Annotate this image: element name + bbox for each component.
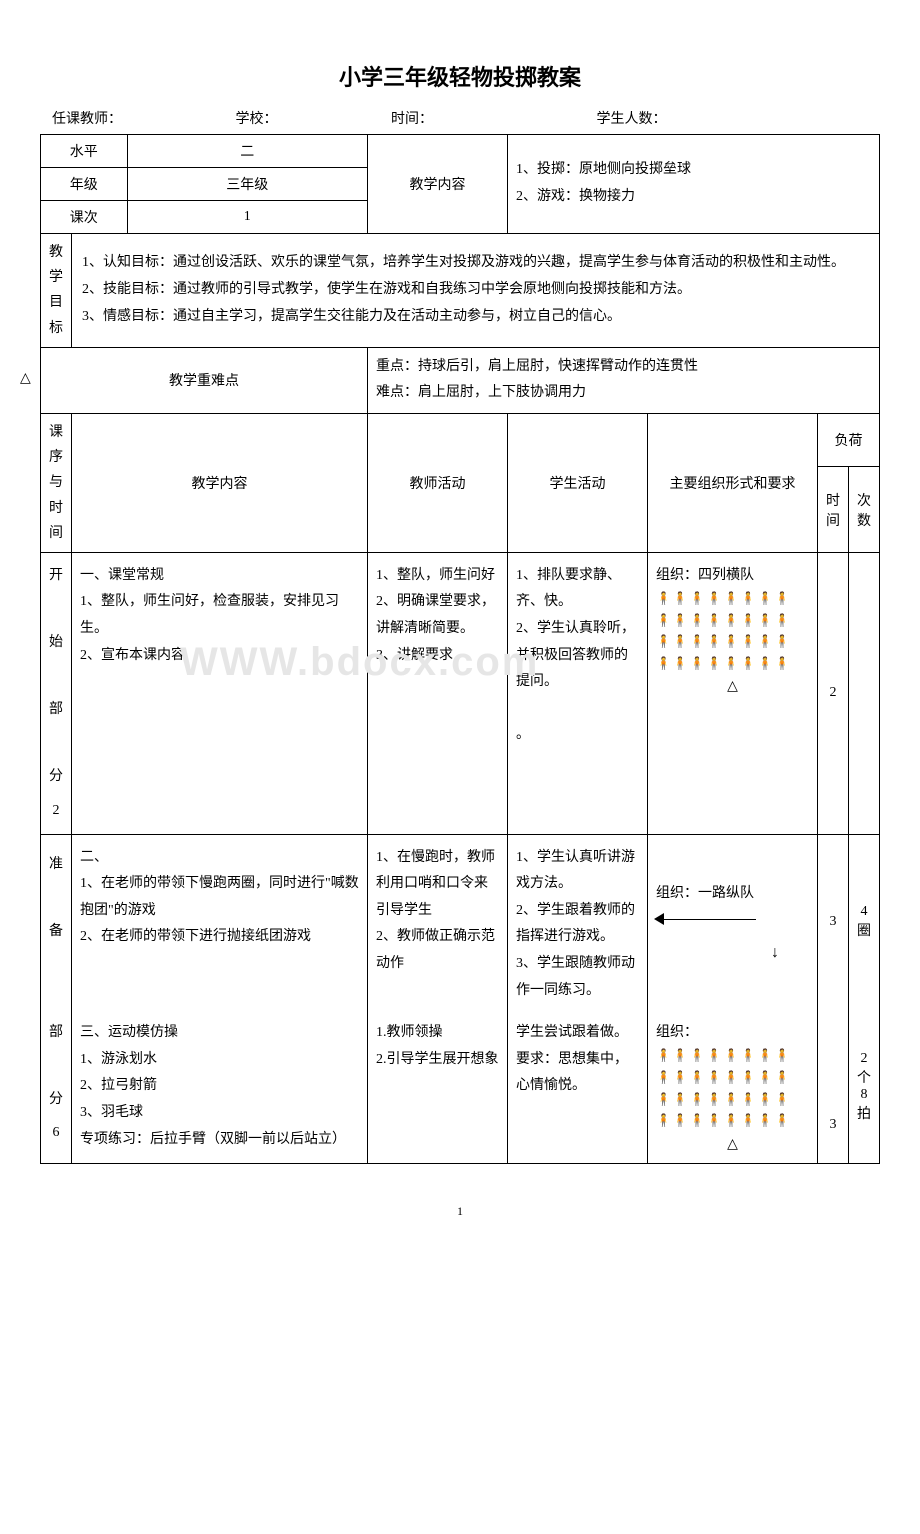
p1-teacher-2: 2、明确课堂要求，讲解清晰简要。: [376, 589, 499, 642]
p3-student-1: 学生尝试跟着做。: [516, 1020, 639, 1047]
page-title: 小学三年级轻物投掷教案: [40, 60, 880, 92]
formation-triangle: △: [656, 674, 809, 699]
p3-org-h: 组织：: [656, 1020, 809, 1045]
col-teacher: 教师活动: [367, 413, 507, 552]
level-label: 水平: [41, 135, 128, 168]
section-start: 开始部分2: [41, 552, 72, 834]
p3-org: 组织： 🧍🧍🧍🧍🧍🧍🧍🧍 🧍🧍🧍🧍🧍🧍🧍🧍 🧍🧍🧍🧍🧍🧍🧍🧍 🧍🧍🧍🧍🧍🧍🧍🧍 …: [647, 1010, 817, 1163]
page-number: 1: [40, 1204, 880, 1219]
p2-teacher: 1、在慢跑时，教师利用口哨和口令来引导学生 2、教师做正确示范动作: [367, 834, 507, 1010]
formation-row: 🧍🧍🧍🧍🧍🧍🧍🧍: [656, 588, 809, 610]
goals-label: 教学目标: [41, 234, 72, 348]
p2-teacher-1: 1、在慢跑时，教师利用口哨和口令来引导学生: [376, 845, 499, 925]
p2-content: 二、 1、在老师的带领下慢跑两圈，同时进行"喊数抱团"的游戏 2、在老师的带领下…: [72, 834, 368, 1010]
p2-student-1: 1、学生认真听讲游戏方法。: [516, 845, 639, 898]
formation-row: 🧍🧍🧍🧍🧍🧍🧍🧍: [656, 653, 809, 675]
p1-reps: [848, 552, 879, 834]
p1-student-3: 。: [516, 722, 639, 749]
formation-row: 🧍🧍🧍🧍🧍🧍🧍🧍: [656, 1110, 809, 1132]
p1-content-h: 一、课堂常规: [80, 563, 359, 590]
grade-value: 三年级: [127, 168, 367, 201]
info-line: 任课教师： 学校： 时间： 学生人数：: [40, 108, 880, 128]
grade-label: 年级: [41, 168, 128, 201]
p3-teacher-2: 2.引导学生展开想象: [376, 1047, 499, 1074]
formation-row: 🧍🧍🧍🧍🧍🧍🧍🧍: [656, 1045, 809, 1067]
p1-time: 2: [817, 552, 848, 834]
p3-student-2: 要求：思想集中，心情愉悦。: [516, 1047, 639, 1100]
p3-content-3: 3、羽毛球: [80, 1100, 359, 1127]
keypoint-1: 重点：持球后引，肩上屈肘，快速挥臂动作的连贯性: [376, 354, 871, 381]
formation-triangle: △: [656, 1132, 809, 1157]
p3-time: 3: [817, 1010, 848, 1163]
school-label: 学校：: [236, 112, 278, 127]
p1-student-2: 2、学生认真聆听，并积极回答教师的提问。: [516, 616, 639, 696]
p2-content-2: 2、在老师的带领下进行抛接纸团游戏: [80, 924, 359, 951]
p2-student-2: 2、学生跟着教师的指挥进行游戏。: [516, 898, 639, 951]
section-prep: 准备部分6: [41, 834, 72, 1163]
p3-content-2: 2、拉弓射箭: [80, 1073, 359, 1100]
lesson-label: 课次: [41, 201, 128, 234]
p2-content-1: 1、在老师的带领下慢跑两圈，同时进行"喊数抱团"的游戏: [80, 871, 359, 924]
p2-student-3: 3、学生跟随教师动作一同练习。: [516, 951, 639, 1004]
p3-content-1: 1、游泳划水: [80, 1047, 359, 1074]
p2-time: 3: [817, 834, 848, 1010]
p1-student: 1、排队要求静、齐、快。 2、学生认真聆听，并积极回答教师的提问。 。: [507, 552, 647, 834]
p3-reps: 2个8拍: [848, 1010, 879, 1163]
p1-content: 一、课堂常规 1、整队，师生问好，检查服装，安排见习生。 2、宣布本课内容: [72, 552, 368, 834]
goals-cell: 1、认知目标：通过创设活跃、欢乐的课堂气氛，培养学生对投掷及游戏的兴趣，提高学生…: [72, 234, 880, 348]
goal-1: 1、认知目标：通过创设活跃、欢乐的课堂气氛，培养学生对投掷及游戏的兴趣，提高学生…: [82, 250, 869, 277]
lesson-plan-table: 水平 二 教学内容 1、投掷：原地侧向投掷垒球 2、游戏：换物接力 年级 三年级…: [40, 134, 880, 1164]
p3-content-h: 三、运动模仿操: [80, 1020, 359, 1047]
formation-row: 🧍🧍🧍🧍🧍🧍🧍🧍: [656, 631, 809, 653]
p1-teacher-3: 3、讲解要求: [376, 643, 499, 670]
down-arrow-icon: ↓: [656, 939, 809, 968]
formation-row: 🧍🧍🧍🧍🧍🧍🧍🧍: [656, 1067, 809, 1089]
col-time: 时间: [817, 467, 848, 553]
p2-reps: 4圈: [848, 834, 879, 1010]
keypoints-cell: 重点：持球后引，肩上屈肘，快速挥臂动作的连贯性 难点：肩上屈肘，上下肢协调用力: [367, 347, 879, 413]
goal-2: 2、技能目标：通过教师的引导式教学，使学生在游戏和自我练习中学会原地侧向投掷技能…: [82, 277, 869, 304]
p2-content-h: 二、: [80, 845, 359, 872]
lesson-value: 1: [127, 201, 367, 234]
col-org: 主要组织形式和要求: [647, 413, 817, 552]
col-reps: 次数: [848, 467, 879, 553]
p2-org-h: 组织：一路纵队: [656, 881, 809, 906]
keypoint-2: 难点：肩上屈肘，上下肢协调用力: [376, 380, 871, 407]
time-label: 时间：: [391, 112, 433, 127]
p3-content-4: 专项练习：后拉手臂（双脚一前以后站立）: [80, 1127, 359, 1154]
col-content: 教学内容: [72, 413, 368, 552]
p3-teacher-1: 1.教师领操: [376, 1020, 499, 1047]
p1-student-1: 1、排队要求静、齐、快。: [516, 563, 639, 616]
content-value: 1、投掷：原地侧向投掷垒球 2、游戏：换物接力: [507, 135, 879, 234]
col-seq: 课序与时间: [41, 413, 72, 552]
p1-content-2: 2、宣布本课内容: [80, 643, 359, 670]
p1-teacher: 1、整队，师生问好 2、明确课堂要求，讲解清晰简要。 3、讲解要求: [367, 552, 507, 834]
count-label: 学生人数：: [597, 112, 667, 127]
goal-3: 3、情感目标：通过自主学习，提高学生交往能力及在活动主动参与，树立自己的信心。: [82, 304, 869, 331]
formation-row: 🧍🧍🧍🧍🧍🧍🧍🧍: [656, 610, 809, 632]
p1-org-h: 组织：四列横队: [656, 563, 809, 588]
col-student: 学生活动: [507, 413, 647, 552]
p2-teacher-2: 2、教师做正确示范动作: [376, 924, 499, 977]
teacher-label: 任课教师：: [52, 112, 122, 127]
keypoints-label: 教学重难点: [41, 347, 368, 413]
p2-org: 组织：一路纵队 ↓: [647, 834, 817, 1010]
level-value: 二: [127, 135, 367, 168]
arrow-icon: [656, 914, 756, 926]
p2-student: 1、学生认真听讲游戏方法。 2、学生跟着教师的指挥进行游戏。 3、学生跟随教师动…: [507, 834, 647, 1010]
content-label: 教学内容: [367, 135, 507, 234]
page-margin-triangle: △: [20, 370, 31, 387]
p3-content: 三、运动模仿操 1、游泳划水 2、拉弓射箭 3、羽毛球 专项练习：后拉手臂（双脚…: [72, 1010, 368, 1163]
col-load: 负荷: [817, 413, 879, 466]
p3-student: 学生尝试跟着做。 要求：思想集中，心情愉悦。: [507, 1010, 647, 1163]
p1-teacher-1: 1、整队，师生问好: [376, 563, 499, 590]
p3-teacher: 1.教师领操 2.引导学生展开想象: [367, 1010, 507, 1163]
p1-content-1: 1、整队，师生问好，检查服装，安排见习生。: [80, 589, 359, 642]
p1-org: 组织：四列横队 🧍🧍🧍🧍🧍🧍🧍🧍 🧍🧍🧍🧍🧍🧍🧍🧍 🧍🧍🧍🧍🧍🧍🧍🧍 🧍🧍🧍🧍🧍…: [647, 552, 817, 834]
formation-row: 🧍🧍🧍🧍🧍🧍🧍🧍: [656, 1089, 809, 1111]
